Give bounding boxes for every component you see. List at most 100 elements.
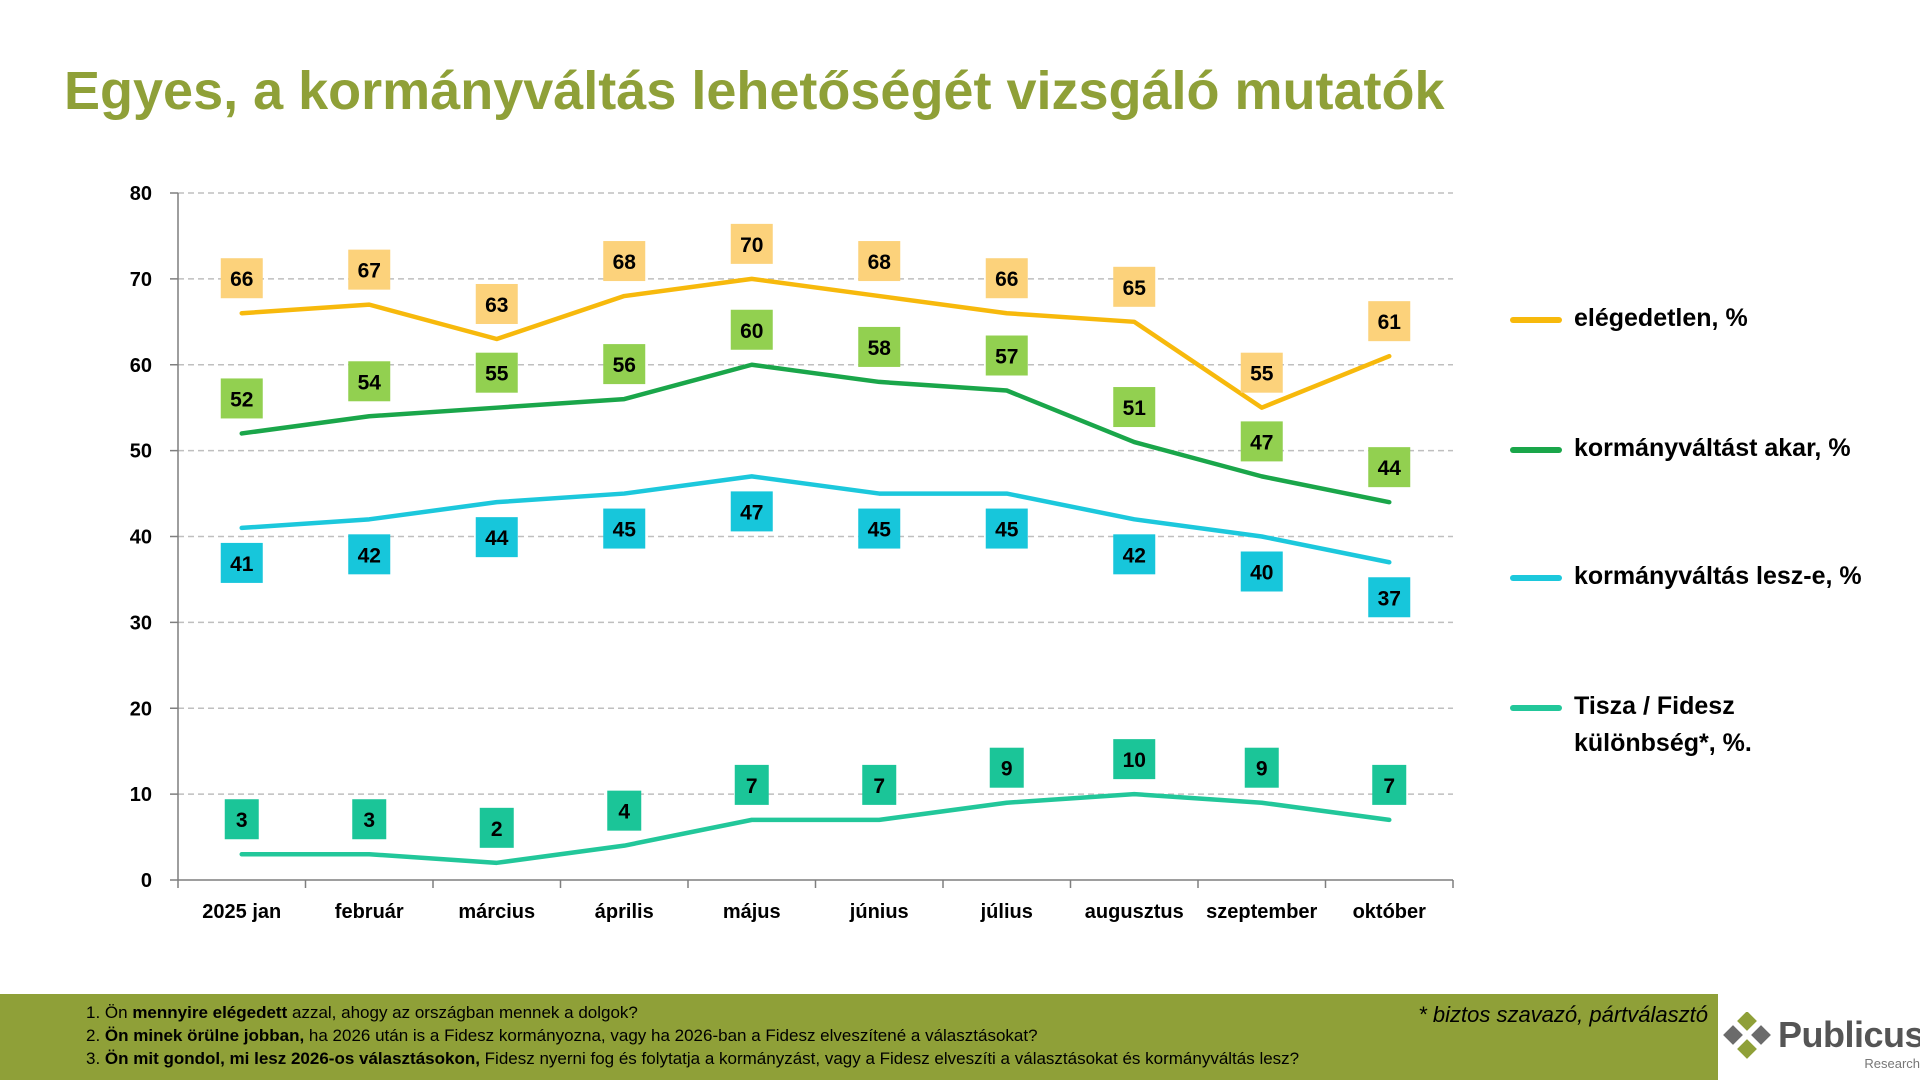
data-label: 40 (1250, 562, 1273, 585)
data-label: 67 (358, 260, 381, 283)
data-label-box (730, 491, 773, 532)
legend-label: elégedetlen, % (1574, 304, 1748, 332)
y-axis-ticks: 0 10 20 30 40 50 60 70 80 (130, 183, 152, 892)
data-label-box (858, 241, 901, 282)
data-label-box (1113, 266, 1156, 307)
data-label: 2 (491, 818, 503, 841)
data-label-box (989, 747, 1024, 788)
data-label-box (1368, 301, 1411, 342)
x-tick-label: október (1353, 901, 1427, 923)
data-label: 3 (363, 809, 375, 832)
logo-subtitle: Research (1864, 1056, 1920, 1071)
data-label: 42 (1123, 544, 1146, 567)
y-tick-label: 40 (130, 527, 152, 549)
data-label: 3 (236, 809, 248, 832)
data-label: 68 (613, 251, 637, 274)
data-label-box (348, 249, 391, 290)
data-label: 7 (873, 775, 885, 798)
data-label: 7 (1383, 775, 1395, 798)
data-label-box (603, 508, 646, 549)
data-label: 9 (1001, 758, 1013, 781)
axes (170, 192, 1454, 888)
x-tick-label: szeptember (1206, 901, 1317, 923)
publicus-logo: Publicus Research (1722, 1006, 1920, 1076)
data-label: 45 (995, 519, 1019, 542)
y-tick-label: 0 (141, 870, 152, 892)
legend-label: kormányváltást akar, % (1574, 434, 1851, 462)
data-label: 56 (613, 354, 636, 377)
legend-swatch (1510, 317, 1562, 323)
data-label-box (348, 361, 391, 402)
data-label-box (224, 799, 259, 840)
data-label: 4 (618, 801, 630, 824)
legend-swatch (1510, 705, 1562, 711)
y-tick-label: 10 (130, 784, 152, 806)
y-tick-label: 80 (130, 183, 152, 205)
data-label: 10 (1123, 749, 1146, 772)
data-label: 41 (230, 553, 254, 576)
series-lines (239, 276, 1392, 866)
data-label: 65 (1123, 277, 1147, 300)
series-line-1 (239, 276, 1392, 410)
data-label: 55 (1250, 363, 1274, 386)
data-label-box (858, 326, 901, 367)
legend-swatch (1510, 575, 1562, 581)
data-label-box (1240, 551, 1283, 592)
data-label: 47 (740, 501, 763, 524)
data-label-box (603, 344, 646, 385)
x-tick-label: május (723, 901, 781, 923)
data-label: 45 (868, 519, 892, 542)
line-chart: 0 10 20 30 40 50 60 70 80 2025 jan február március… (130, 183, 1454, 923)
data-label: 52 (230, 388, 253, 411)
data-label-box (1368, 447, 1411, 488)
data-label: 45 (613, 519, 637, 542)
data-label-box (220, 378, 263, 419)
data-label-box (1113, 739, 1156, 780)
data-label: 9 (1256, 758, 1268, 781)
legend-swatch (1510, 447, 1562, 453)
footnote: * biztos szavazó, pártválasztó (1418, 1002, 1708, 1027)
series-line-3 (239, 474, 1392, 565)
y-tick-label: 20 (130, 698, 152, 720)
x-tick-label: 2025 jan (202, 901, 281, 923)
data-label: 44 (485, 527, 509, 550)
data-label-box (1244, 747, 1279, 788)
data-label: 66 (230, 268, 253, 291)
legend-label: kormányváltás lesz-e, % (1574, 562, 1862, 590)
y-tick-label: 30 (130, 612, 152, 634)
question-1: 1. Ön mennyire elégedett azzal, ahogy az… (86, 1003, 638, 1022)
data-label: 70 (740, 234, 763, 257)
page-title: Egyes, a kormányváltás lehetőségét vizsg… (64, 61, 1445, 121)
data-label: 68 (868, 251, 892, 274)
series-line-2 (239, 362, 1392, 505)
data-label: 66 (995, 268, 1018, 291)
y-tick-label: 50 (130, 441, 152, 463)
data-label: 54 (358, 371, 382, 394)
x-tick-label: február (335, 901, 404, 923)
data-label-box (475, 352, 518, 393)
data-label-box (734, 764, 769, 805)
footer-questions: 1. Ön mennyire elégedett azzal, ahogy az… (0, 994, 1718, 1080)
data-label: 55 (485, 363, 509, 386)
data-label-box (730, 309, 773, 350)
data-label: 51 (1123, 397, 1147, 420)
data-label: 57 (995, 346, 1018, 369)
y-tick-label: 70 (130, 269, 152, 291)
legend-label: Tisza / Fidesz különbség*, %. (1574, 692, 1752, 757)
data-label-box (1240, 421, 1283, 462)
data-label-box (1368, 577, 1411, 618)
x-tick-label: június (849, 901, 909, 923)
x-tick-label: március (458, 901, 535, 923)
data-label: 61 (1378, 311, 1402, 334)
x-tick-label: április (595, 901, 654, 923)
data-label-box (858, 508, 901, 549)
data-label: 7 (746, 775, 758, 798)
y-tick-label: 60 (130, 355, 152, 377)
data-label-box (1240, 352, 1283, 393)
data-label-box (1113, 387, 1156, 428)
data-label-box (1372, 764, 1407, 805)
series-line-4 (239, 791, 1392, 866)
data-label-box (479, 807, 514, 848)
data-label-box (348, 534, 391, 575)
